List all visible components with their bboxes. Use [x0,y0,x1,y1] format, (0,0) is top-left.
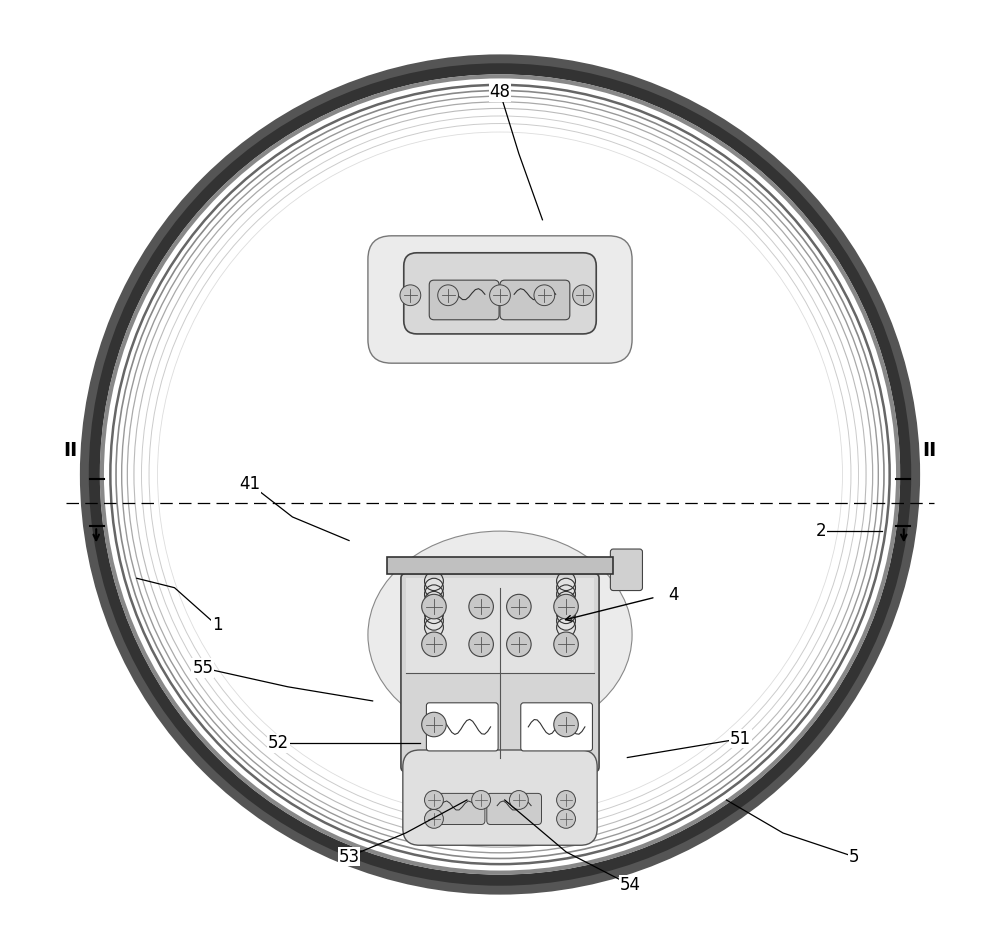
FancyBboxPatch shape [401,573,599,772]
FancyBboxPatch shape [368,235,632,363]
Circle shape [509,791,528,809]
FancyBboxPatch shape [404,252,596,334]
Circle shape [469,594,493,619]
Circle shape [557,791,575,809]
Text: 41: 41 [239,474,261,493]
Text: II: II [64,441,78,460]
Text: 2: 2 [815,522,826,540]
Circle shape [400,285,421,306]
Circle shape [507,632,531,657]
Circle shape [90,65,910,884]
Text: II: II [922,441,936,460]
Circle shape [425,791,443,809]
Bar [387,556,613,573]
FancyBboxPatch shape [430,793,485,825]
Circle shape [507,594,531,619]
Ellipse shape [368,531,632,738]
FancyBboxPatch shape [500,280,570,320]
FancyBboxPatch shape [487,793,542,825]
Circle shape [160,135,840,814]
Text: 51: 51 [730,730,751,748]
Circle shape [469,632,493,657]
FancyBboxPatch shape [429,280,499,320]
FancyBboxPatch shape [426,703,498,751]
Circle shape [554,632,578,657]
Circle shape [554,594,578,619]
Text: 48: 48 [490,84,511,102]
Circle shape [110,84,890,865]
Text: 54: 54 [620,876,641,894]
Circle shape [490,285,510,306]
Text: 4: 4 [668,586,678,605]
Circle shape [422,594,446,619]
Circle shape [438,285,458,306]
Circle shape [422,632,446,657]
Circle shape [554,713,578,736]
FancyBboxPatch shape [610,549,642,590]
FancyBboxPatch shape [521,703,592,751]
Circle shape [534,285,555,306]
Circle shape [422,713,446,736]
Circle shape [573,285,593,306]
Text: 55: 55 [192,659,213,677]
FancyBboxPatch shape [403,750,597,846]
Text: 5: 5 [849,847,859,865]
Circle shape [472,791,491,809]
Text: 52: 52 [268,735,289,753]
Text: 1: 1 [212,617,222,635]
Circle shape [557,809,575,828]
Text: 53: 53 [338,847,360,865]
Bar [406,578,594,673]
Circle shape [425,809,443,828]
